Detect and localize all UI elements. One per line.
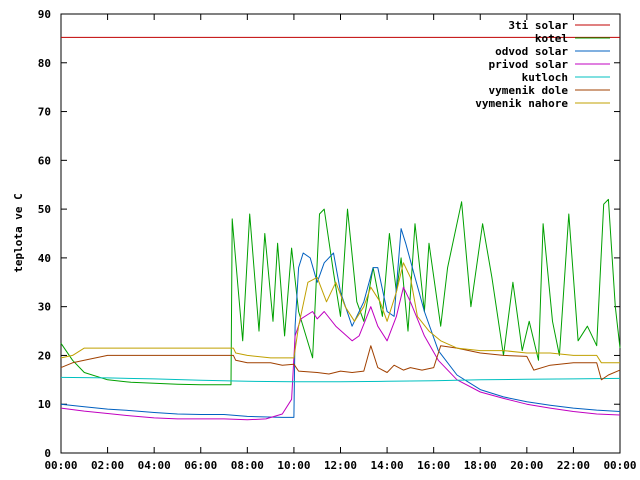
x-tick-label: 08:00 (231, 459, 264, 472)
legend-label-kotel: kotel (535, 32, 568, 45)
x-tick-label: 04:00 (138, 459, 171, 472)
x-tick-label: 12:00 (324, 459, 357, 472)
x-tick-label: 20:00 (510, 459, 543, 472)
x-tick-label: 00:00 (603, 459, 636, 472)
x-tick-label: 00:00 (44, 459, 77, 472)
x-tick-label: 22:00 (557, 459, 590, 472)
x-tick-label: 14:00 (371, 459, 404, 472)
tick-labels: 00:00 02:00 04:00 06:00 08:00 10:00 12:00 14:00… (38, 8, 637, 472)
y-tick-label: 20 (38, 349, 51, 362)
y-tick-label: 10 (38, 398, 51, 411)
y-axis-label: teplota ve C (12, 193, 25, 272)
y-tick-label: 80 (38, 57, 51, 70)
y-tick-label: 90 (38, 8, 51, 21)
x-tick-label: 06:00 (184, 459, 217, 472)
y-tick-label: 30 (38, 301, 51, 314)
series-line-kotel (60, 198, 621, 386)
series-line-vymenik-dole (60, 345, 621, 381)
y-tick-label: 0 (44, 447, 51, 460)
legend-label-vymenik-dole: vymenik dole (489, 84, 569, 97)
legend-label-3ti-solar: 3ti solar (508, 19, 568, 32)
series-line-privod-solar (60, 286, 621, 421)
x-tick-label: 10:00 (277, 459, 310, 472)
x-tick-label: 18:00 (464, 459, 497, 472)
x-tick-label: 16:00 (417, 459, 450, 472)
y-tick-label: 50 (38, 203, 51, 216)
legend-label-vymenik-nahore: vymenik nahore (475, 97, 568, 110)
legend-label-privod-solar: privod solar (489, 58, 569, 71)
series-line-kutloch (60, 376, 621, 383)
series-line-vymenik-nahore (60, 262, 620, 364)
series-line-odvod-solar (60, 228, 621, 418)
y-tick-label: 70 (38, 106, 51, 119)
y-tick-label: 60 (38, 154, 51, 167)
legend-label-kutloch: kutloch (522, 71, 568, 84)
x-tick-label: 02:00 (91, 459, 124, 472)
y-tick-label: 40 (38, 252, 51, 265)
series-lines (60, 36, 621, 421)
axis-ticks (60, 13, 621, 454)
legend-label-odvod-solar: odvod solar (495, 45, 568, 58)
